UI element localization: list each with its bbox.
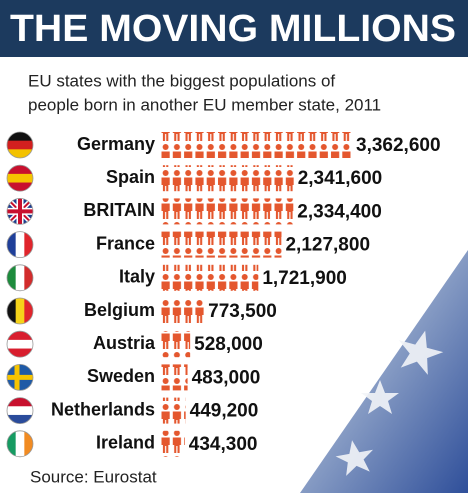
flag xyxy=(6,330,34,358)
icon-bar xyxy=(160,430,185,457)
flag-body xyxy=(7,364,33,391)
icon-bar xyxy=(160,198,294,225)
category-label: France xyxy=(96,233,155,253)
flag-stripe xyxy=(7,406,33,416)
subtitle-line: EU states with the biggest populations o… xyxy=(28,71,335,90)
flag-cross xyxy=(7,198,33,225)
subtitle-line: people born in another EU member state, … xyxy=(28,95,381,114)
value-label: 2,341,600 xyxy=(298,168,383,189)
title-banner xyxy=(0,0,468,57)
flag-body xyxy=(7,165,33,192)
flag-body xyxy=(7,331,33,358)
flag-stripe xyxy=(7,339,33,350)
icon-bar xyxy=(160,165,294,192)
icon-bar xyxy=(160,397,186,424)
flag-rim xyxy=(6,131,34,159)
flag-stripe xyxy=(7,182,33,192)
category-label: BRITAIN xyxy=(83,200,155,220)
flag xyxy=(6,164,34,192)
value-label: 2,127,800 xyxy=(285,235,370,256)
category-label: Germany xyxy=(77,134,155,154)
flag xyxy=(6,363,34,391)
flag-rim xyxy=(6,397,34,425)
flag-cross xyxy=(7,364,33,391)
icon-bar xyxy=(160,132,352,158)
flag-rim xyxy=(6,363,34,391)
flag-stripe xyxy=(7,149,33,158)
flag-rim xyxy=(6,330,34,358)
category-label: Netherlands xyxy=(51,399,155,419)
flag-body xyxy=(7,132,33,158)
value-label: 449,200 xyxy=(190,401,259,422)
flag xyxy=(6,197,34,225)
flag-rim xyxy=(6,197,34,225)
flag-stripe xyxy=(15,430,25,457)
category-label: Belgium xyxy=(84,300,155,320)
value-label: 483,000 xyxy=(192,367,261,388)
flag-stripe xyxy=(7,298,17,324)
flag-stripe xyxy=(7,414,33,424)
flag-rim xyxy=(6,264,34,292)
icon-bar xyxy=(160,364,188,391)
value-label: 773,500 xyxy=(208,301,277,322)
eu-backdrop xyxy=(300,250,468,493)
flag-rim xyxy=(6,297,34,325)
flag-stripe xyxy=(7,140,33,150)
icon-bar xyxy=(160,298,205,324)
flag-stripe xyxy=(7,430,17,457)
flag-stripe xyxy=(7,264,17,291)
flag xyxy=(6,264,34,292)
icon-bar xyxy=(160,264,259,291)
flag-body xyxy=(7,231,33,258)
flag-stripe xyxy=(7,231,17,258)
value-label: 528,000 xyxy=(194,334,263,355)
flag xyxy=(6,430,34,458)
flag-body xyxy=(7,397,33,424)
flag-stripe xyxy=(7,132,33,142)
flag-rim xyxy=(6,430,34,458)
value-label: 1,721,900 xyxy=(262,268,347,289)
value-label: 2,334,400 xyxy=(297,201,382,222)
flag-stripe xyxy=(24,430,33,457)
flag-body xyxy=(7,298,33,324)
flag-stripe xyxy=(7,165,33,175)
flag-stripe xyxy=(24,298,33,324)
category-label: Italy xyxy=(119,267,155,287)
flag-rim xyxy=(6,231,34,259)
flag-body xyxy=(7,264,33,291)
flag-stripe xyxy=(24,231,33,258)
flag xyxy=(6,131,34,159)
flag-stripe xyxy=(7,348,33,358)
flag xyxy=(6,397,34,425)
flag xyxy=(6,297,34,325)
category-label: Spain xyxy=(106,167,155,187)
flag-stripe xyxy=(7,331,33,341)
source: Source: Eurostat xyxy=(30,467,157,486)
category-label: Austria xyxy=(93,333,156,353)
chart-title: THE MOVING MILLIONS xyxy=(10,8,456,50)
flag-stripe xyxy=(24,264,33,291)
flag-stripe xyxy=(7,173,33,184)
icon-bar xyxy=(160,331,191,358)
flag-stripe xyxy=(7,397,33,407)
flag-body xyxy=(7,198,33,225)
value-label: 3,362,600 xyxy=(356,135,441,156)
flag xyxy=(6,231,34,259)
flag-stripe xyxy=(15,231,25,258)
flag-stripe xyxy=(15,264,25,291)
category-label: Ireland xyxy=(96,433,155,453)
icon-bar xyxy=(160,231,282,258)
flag-body xyxy=(7,430,33,457)
value-label: 434,300 xyxy=(189,434,258,455)
category-label: Sweden xyxy=(87,366,155,386)
flag-rim xyxy=(6,164,34,192)
eu-stars xyxy=(335,330,444,476)
flag-stripe xyxy=(15,298,25,324)
